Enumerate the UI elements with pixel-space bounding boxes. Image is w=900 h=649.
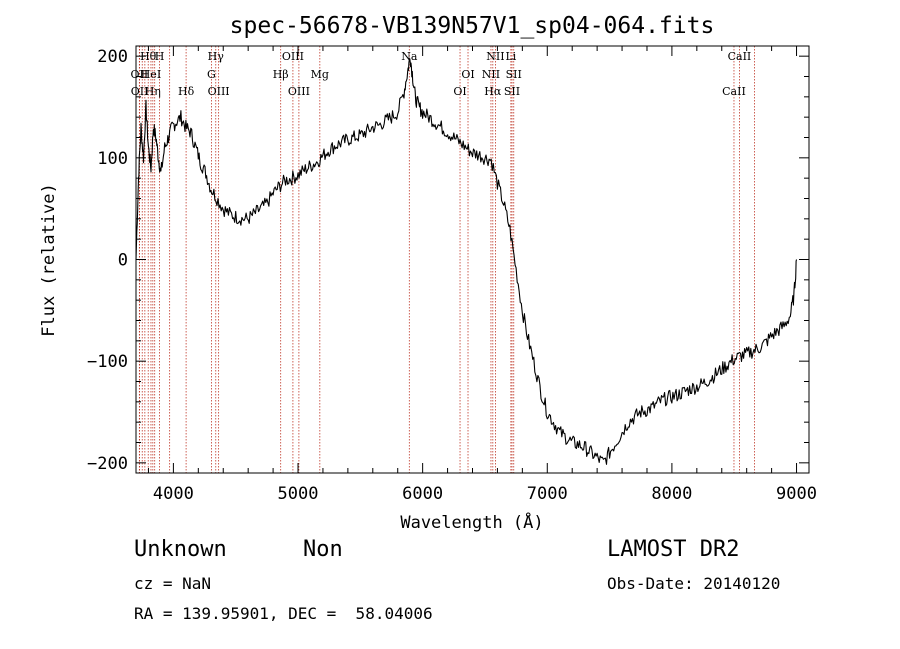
y-tick-label: −100	[87, 352, 128, 372]
spectrum-series-line	[135, 58, 798, 465]
y-tick-label: 0	[118, 251, 128, 271]
spectral-line-label: Li	[505, 50, 516, 63]
object-class: Unknown	[134, 537, 227, 562]
y-tick-label: −200	[87, 454, 128, 474]
spectral-line-label: NII	[486, 50, 504, 63]
spectral-line-label: Mg	[311, 68, 329, 81]
spectral-line-label: Hδ	[178, 85, 195, 98]
x-axis-label: Wavelength (Å)	[400, 511, 543, 533]
spectral-line-label: SII	[504, 85, 520, 98]
spectral-line-markers	[138, 46, 755, 473]
axes: 4000 5000 6000 7000 8000 9000 −200 −100 0 100 200	[87, 46, 817, 504]
x-tick-label: 7000	[527, 484, 568, 504]
spectral-line-label: OI	[461, 68, 474, 81]
spectral-line-label: Hα	[484, 85, 502, 98]
x-tick-label: 8000	[651, 484, 692, 504]
observation-date: Obs-Date: 20140120	[607, 574, 781, 593]
x-tick-label: 6000	[402, 484, 443, 504]
spectral-line-label: Na	[401, 50, 418, 63]
y-tick-label: 100	[97, 149, 128, 169]
spectral-line-label: OII	[131, 68, 149, 81]
spectral-line-label: SII	[506, 68, 522, 81]
redshift-value: cz = NaN	[134, 574, 212, 593]
spectral-line-label: G	[207, 68, 216, 81]
spectral-line-label: OI	[453, 85, 466, 98]
spectral-line-label: H	[155, 50, 165, 63]
spectral-line-label: OIII	[282, 50, 304, 63]
spectral-line-label: OII	[131, 85, 149, 98]
x-tick-label: 9000	[776, 484, 817, 504]
survey-name: LAMOST DR2	[607, 537, 740, 562]
spectral-line-label: CaII	[722, 85, 746, 98]
x-tick-label: 4000	[153, 484, 194, 504]
chart-title: spec-56678-VB139N57V1_sp04-064.fits	[230, 13, 715, 39]
spectral-line-label: CaII	[728, 50, 752, 63]
x-tick-label: 5000	[278, 484, 319, 504]
y-tick-label: 200	[97, 47, 128, 67]
spectral-line-label: Hθ	[140, 50, 157, 63]
spectral-line-label: OIII	[208, 85, 230, 98]
plot-frame	[135, 45, 810, 474]
spectral-line-labels: HθOIIOIIHeIHηHHδHγGOIIIOIIIHβOIIIMgNaOIO…	[131, 50, 752, 98]
object-subclass: Non	[303, 537, 343, 562]
coordinates: RA = 139.95901, DEC = 58.04006	[134, 604, 433, 623]
spectral-line-label: Hβ	[273, 68, 289, 81]
spectral-line-label: NII	[482, 68, 500, 81]
spectral-line-label: Hη	[145, 85, 161, 98]
spectral-line-label: HeI	[141, 68, 161, 81]
y-axis-label: Flux (relative)	[39, 183, 59, 337]
spectral-line-label: OIII	[288, 85, 310, 98]
spectral-line-label: Hγ	[208, 50, 225, 63]
